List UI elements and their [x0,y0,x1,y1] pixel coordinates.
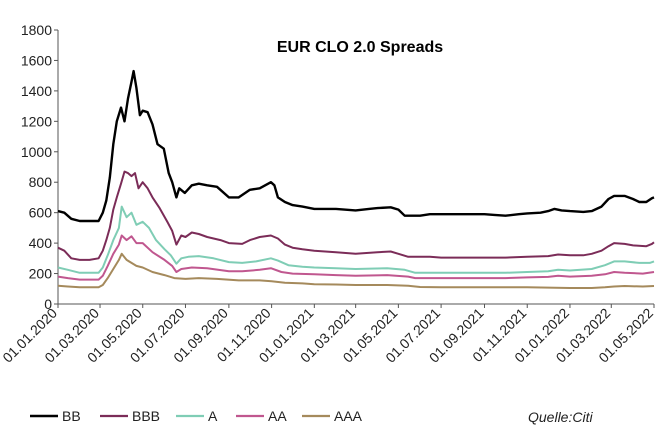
y-tick-label: 200 [29,266,53,282]
y-tick-label: 1000 [21,144,52,160]
y-tick-label: 1200 [21,113,52,129]
chart-title: EUR CLO 2.0 Spreads [277,39,443,56]
y-tick-label: 1800 [21,22,52,38]
y-tick-label: 1600 [21,52,52,68]
legend-label: AA [268,408,287,424]
y-tick-label: 800 [29,174,53,190]
legend: BB BBB A AA AAA [30,408,363,424]
legend-item-bb: BB [30,408,81,424]
legend-item-aaa: AAA [302,408,363,424]
series-line-aa [57,234,655,281]
series-line-a [57,205,655,274]
y-tick-label: 0 [44,296,52,312]
source-note: Quelle:Citi [528,409,593,425]
legend-label: BBB [132,408,160,424]
legend-item-aa: AA [236,408,287,424]
y-tick-label: 600 [29,205,53,221]
plot-area: 02004006008001000120014001600180001.01.2… [0,22,656,366]
y-tick-label: 1400 [21,83,52,99]
legend-item-a: A [176,408,218,424]
legend-item-bbb: BBB [100,408,160,424]
series-line-bb [57,69,655,223]
legend-label: A [208,408,218,424]
y-tick-label: 400 [29,235,53,251]
series-line-bbb [57,170,655,261]
legend-label: BB [62,408,81,424]
series-line-aaa [57,252,655,289]
legend-label: AAA [334,408,363,424]
